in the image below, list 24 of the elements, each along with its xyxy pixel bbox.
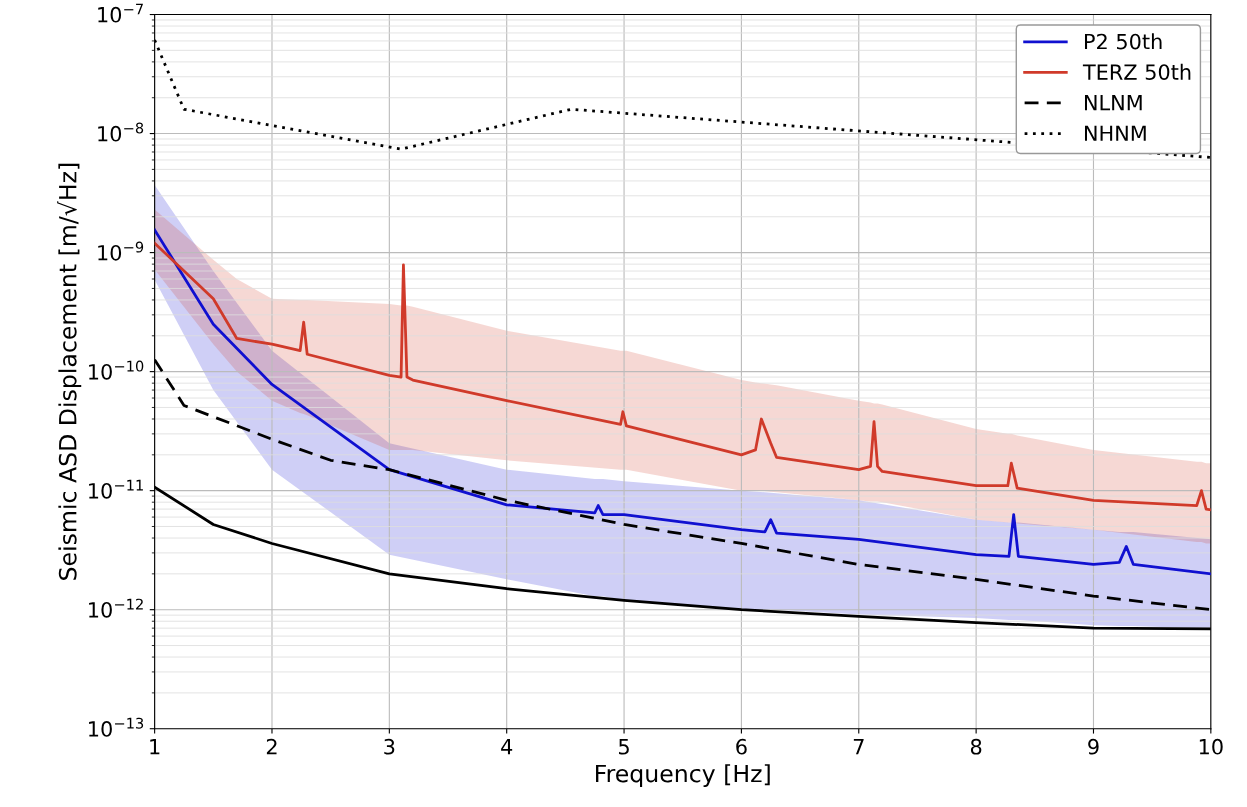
y-tick-label: 10$^{−9}$ (98, 241, 144, 261)
x-tick-label: 3 (384, 738, 395, 755)
y-axis-title: Seismic ASD Displacement [m/√Hz] (57, 163, 82, 580)
x-tick-label: 6 (736, 738, 747, 755)
y-tick-label: 10$^{−8}$ (98, 122, 144, 142)
y-tick-label: 10$^{−11}$ (89, 479, 143, 499)
y-tick-label: 10$^{−13}$ (89, 717, 144, 737)
x-tick-label: 2 (266, 738, 277, 755)
x-tick-label: 7 (853, 739, 864, 755)
y-tick-label: 10$^{−7}$ (98, 3, 143, 23)
x-tick-label: 9 (1088, 738, 1099, 755)
legend-label: P2 50th (1084, 33, 1162, 50)
x-tick-label: 1 (150, 739, 160, 755)
legend-label: NHNM (1084, 125, 1146, 141)
y-tick-label: 10$^{−10}$ (89, 360, 144, 380)
line-series (154, 241, 1211, 512)
x-tick-label: 10 (1199, 738, 1223, 755)
x-tick-label: 5 (619, 739, 629, 755)
x-tick-label: 4 (501, 739, 513, 755)
legend-label: NLNM (1084, 95, 1142, 111)
x-tick-label: 8 (970, 738, 982, 755)
x-axis-title: Frequency [Hz] (596, 764, 770, 788)
y-tick-label: 10$^{−12}$ (89, 598, 143, 618)
legend-label: TERZ 50th (1082, 63, 1191, 80)
